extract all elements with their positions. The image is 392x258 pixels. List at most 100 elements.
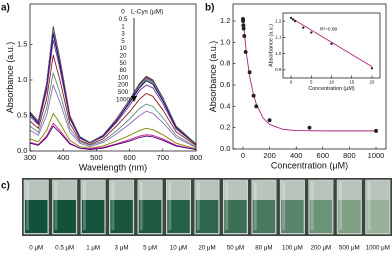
spectrum-line	[29, 72, 197, 148]
sample-label: 80 μM	[255, 245, 272, 252]
cuvette-liquid	[309, 200, 333, 233]
plot-frame	[232, 3, 387, 150]
sample-label: 1 μM	[86, 245, 100, 252]
spectrum-line	[29, 112, 197, 150]
sample-label: 20 μM	[198, 245, 215, 252]
data-point	[251, 93, 256, 98]
y-tick-label: 1.0	[275, 51, 282, 56]
legend-entry: 1000	[116, 96, 131, 103]
y-tick-label: 1.5	[17, 39, 27, 48]
y-tick-label: 0.2	[220, 123, 230, 132]
x-tick-label: 500	[90, 153, 103, 162]
panel-label: b)	[205, 3, 214, 14]
cuvette-liquid	[25, 200, 48, 233]
data-point	[267, 118, 272, 123]
y-tick-label: 0.6	[220, 80, 230, 89]
cuvette-liquid	[110, 200, 133, 233]
x-tick-label: 0	[241, 151, 245, 160]
legend-entry: 0	[121, 9, 125, 16]
inset-annotation: R²=0.99	[320, 26, 338, 32]
sample-label: 0 μM	[29, 245, 43, 252]
cuvette-highlight	[339, 182, 343, 230]
cuvette-liquid	[224, 200, 247, 233]
data-point	[243, 50, 248, 54]
legend-entry: 200	[118, 82, 129, 89]
legend-entry: 1	[121, 23, 125, 30]
y-tick-label: 1.0	[17, 75, 27, 84]
y-axis-label: Absorbance (a.u.)	[208, 41, 218, 113]
data-point	[374, 128, 378, 133]
cuvette-highlight	[253, 182, 257, 230]
x-tick-label: 15	[349, 79, 355, 84]
spectrum-line	[29, 84, 197, 148]
x-tick-label: 0	[290, 79, 293, 84]
x-tick-label: 10	[329, 79, 335, 84]
y-axis-label: Absorbance (a.u.)	[5, 42, 15, 114]
inset-background	[283, 13, 380, 78]
legend-entry: 20	[119, 52, 127, 59]
legend-entry: 50	[119, 60, 127, 67]
data-point	[310, 31, 313, 34]
x-tick-label: 600	[317, 151, 330, 160]
x-tick-label: 400	[290, 151, 303, 160]
arrow-head	[131, 96, 137, 102]
fit-line	[290, 17, 373, 68]
panel-label: a)	[1, 3, 10, 14]
spectrum-line	[29, 33, 197, 145]
x-axis-label: Concentration (μM)	[308, 86, 354, 92]
cuvette-liquid	[281, 200, 304, 233]
sample-label: 100 μM	[282, 245, 303, 252]
spectrum-line	[29, 39, 197, 145]
cuvette-liquid	[53, 200, 76, 233]
plot-frame	[282, 12, 381, 79]
cuvette-liquid	[338, 200, 361, 233]
cuvette-highlight	[54, 182, 58, 230]
cuvette-liquid	[252, 200, 276, 233]
sample-label: 500 μM	[339, 245, 360, 252]
legend-entry: 3	[121, 31, 125, 38]
legend-entry: 5	[121, 38, 125, 45]
data-point	[293, 19, 297, 23]
y-tick-label: 0.0	[220, 144, 230, 153]
panel-label: c)	[1, 181, 10, 192]
data-point	[242, 34, 247, 38]
x-tick-label: 800	[343, 151, 356, 160]
data-point	[370, 67, 374, 70]
cuvette-liquid	[81, 200, 105, 233]
spectrum-line	[29, 125, 197, 151]
legend-entry: 80	[119, 67, 127, 74]
sample-label: 200 μM	[310, 245, 331, 252]
x-tick-label: 20	[369, 79, 375, 84]
legend-title: L-Cys (μM)	[131, 9, 163, 16]
spectrum-line	[29, 54, 197, 146]
y-tick-label: 1.1	[275, 35, 282, 40]
y-tick-label: 1.2	[220, 16, 230, 25]
cuvette-highlight	[225, 182, 229, 230]
cuvette-liquid	[195, 200, 219, 233]
data-point	[330, 42, 333, 46]
x-tick-label: 200	[263, 151, 276, 160]
plot-frame	[29, 3, 197, 152]
sample-label: 50 μM	[227, 245, 244, 252]
sample-label: 5 μM	[143, 245, 157, 252]
cuvette-liquid	[366, 200, 389, 233]
x-tick-label: 1000	[368, 151, 385, 160]
data-point	[241, 19, 246, 24]
sample-label: 3 μM	[115, 245, 129, 252]
x-tick-label: 600	[123, 153, 136, 162]
data-point	[241, 26, 246, 31]
legend-entry: 100	[118, 74, 129, 81]
y-tick-label: 0.0	[17, 146, 27, 155]
data-point	[241, 23, 246, 28]
cuvette-highlight	[168, 182, 172, 230]
y-tick-label: 0.4	[220, 101, 230, 110]
sample-label: 0.5 μM	[55, 245, 74, 252]
data-point	[289, 16, 293, 20]
data-point	[247, 70, 252, 75]
cuvette-highlight	[111, 182, 115, 230]
y-tick-label: 0.9	[275, 67, 282, 72]
x-tick-label: 5	[310, 79, 313, 84]
data-point	[307, 125, 312, 130]
